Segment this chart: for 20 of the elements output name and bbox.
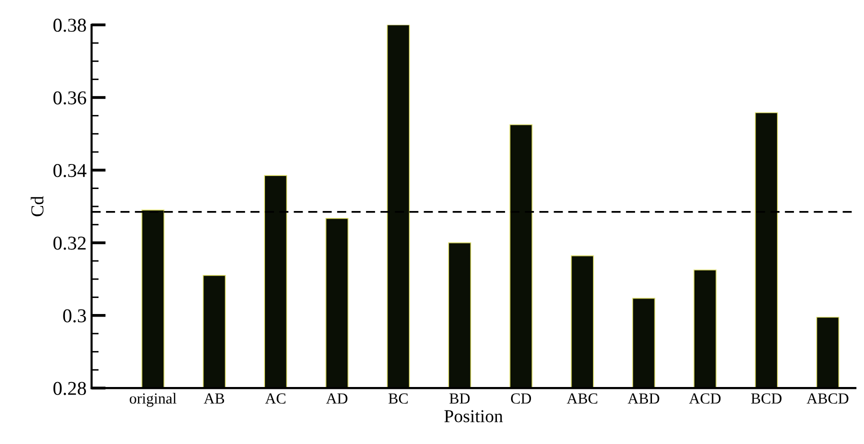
x-tick-label: AD	[326, 393, 348, 404]
x-tick-label: ABD	[628, 393, 660, 404]
x-tick-label: CD	[511, 393, 532, 404]
x-tick-label: ABC	[566, 393, 598, 404]
y-tick-label: 0.38	[53, 18, 86, 32]
y-tick-label: 0.34	[53, 164, 86, 178]
y-tick-label: 0.32	[53, 236, 86, 250]
y-tick-label: 0.36	[53, 91, 86, 105]
x-tick-label: ACD	[689, 393, 721, 404]
x-tick-label: BCD	[751, 393, 782, 404]
x-tick-label: AC	[265, 393, 286, 404]
x-tick-label: BD	[449, 394, 470, 404]
y-axis-title: Cd	[30, 196, 44, 216]
x-tick-label: AB	[204, 393, 224, 404]
x-tick-label: original	[130, 392, 176, 407]
x-tick-label: BC	[388, 393, 408, 404]
x-axis-title: Position	[444, 410, 503, 422]
y-tick-label: 0.28	[53, 382, 86, 396]
x-tick-label: ABCD	[806, 393, 848, 404]
y-tick-label: 0.3	[63, 309, 86, 322]
